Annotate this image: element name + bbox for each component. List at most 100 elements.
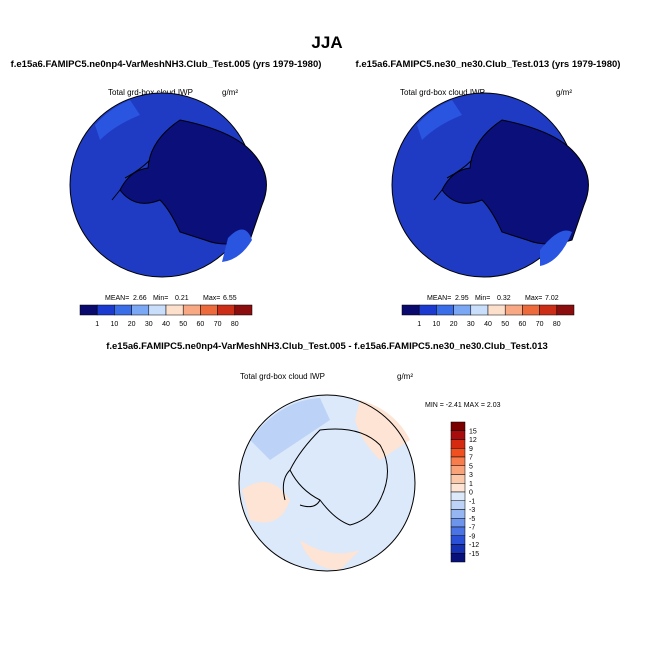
colorbar: 15 12 9 75 3 1 0-1 -3 -5 -7-9 -12 -15 xyxy=(450,421,479,563)
colorbar-label: 40 xyxy=(484,321,492,328)
map xyxy=(391,92,589,278)
colorbar-label: 1 xyxy=(95,321,99,328)
colorbar-box xyxy=(450,456,466,466)
stats: MEAN= 2.66 Min= 0.21 Max= 6.55 xyxy=(105,295,237,302)
panel-title: f.e15a6.FAMIPC5.ne0np4-VarMeshNH3.Club_T… xyxy=(11,59,322,70)
map xyxy=(238,394,416,572)
colorbar-box xyxy=(450,535,466,545)
panel-subtitle: Total grd-box cloud IWP xyxy=(240,372,325,381)
stat-text: 0.21 xyxy=(175,295,189,302)
stat-text: Min= xyxy=(475,295,490,302)
colorbar-box xyxy=(522,304,540,316)
units: g/m² xyxy=(222,88,238,97)
colorbar-label: 20 xyxy=(128,321,136,328)
colorbar-box xyxy=(504,304,523,316)
colorbar-box xyxy=(182,304,201,316)
colorbar-box xyxy=(556,304,575,316)
colorbar-label: 70 xyxy=(536,321,544,328)
colorbar-box xyxy=(450,439,466,449)
colorbar-box xyxy=(453,304,472,316)
stat-text: Min= xyxy=(153,295,168,302)
colorbar-box xyxy=(487,304,506,316)
figure-title: JJA xyxy=(311,33,342,52)
panel-title: f.e15a6.FAMIPC5.ne0np4-VarMeshNH3.Club_T… xyxy=(106,341,548,352)
colorbar-box xyxy=(450,544,466,554)
colorbar-label: 9 xyxy=(469,446,473,453)
stat-text: MEAN= xyxy=(105,295,129,302)
colorbar-label: -7 xyxy=(469,525,475,532)
colorbar-box xyxy=(114,304,132,316)
colorbar-label: 10 xyxy=(433,321,441,328)
stat-text: 2.66 xyxy=(133,295,147,302)
stat-text: 6.55 xyxy=(223,295,237,302)
colorbar-box xyxy=(217,304,236,316)
colorbar-box xyxy=(165,304,184,316)
colorbar-label: 60 xyxy=(197,321,205,328)
colorbar-label: 80 xyxy=(231,321,239,328)
colorbar-label: 15 xyxy=(469,428,477,435)
stat-text: Max= xyxy=(203,295,220,302)
colorbar-box xyxy=(418,304,437,316)
colorbar-label: 30 xyxy=(467,321,475,328)
colorbar-label: 3 xyxy=(469,472,473,479)
units: g/m² xyxy=(556,88,572,97)
colorbar-label: 12 xyxy=(469,437,477,444)
colorbar-box xyxy=(450,430,466,440)
colorbar-box xyxy=(96,304,115,316)
colorbar-box xyxy=(450,553,466,563)
colorbar-label: 1 xyxy=(469,481,473,488)
colorbar-box xyxy=(539,304,558,316)
colorbar-box xyxy=(148,304,167,316)
colorbar-label: 30 xyxy=(145,321,153,328)
colorbar: 1 10 20 30 40 50 60 70 80 xyxy=(401,304,575,328)
colorbar-label: 1 xyxy=(417,321,421,328)
colorbar: 1 10 20 30 40 50 60 70 80 xyxy=(79,304,253,328)
colorbar-label: -3 xyxy=(469,507,475,514)
stat-text: MEAN= xyxy=(427,295,451,302)
colorbar-box xyxy=(450,491,466,501)
units: g/m² xyxy=(397,372,413,381)
colorbar-box xyxy=(450,518,466,528)
colorbar-box xyxy=(131,304,150,316)
colorbar-label: -9 xyxy=(469,533,475,540)
stat-text: Max= xyxy=(525,295,542,302)
colorbar-label: 70 xyxy=(214,321,222,328)
colorbar-label: 0 xyxy=(469,490,473,497)
stats: MEAN= 2.95 Min= 0.32 Max= 7.02 xyxy=(427,295,559,302)
colorbar-box xyxy=(450,526,466,536)
colorbar-box xyxy=(436,304,454,316)
colorbar-label: 50 xyxy=(501,321,509,328)
stat-text: 0.32 xyxy=(497,295,511,302)
colorbar-label: 40 xyxy=(162,321,170,328)
stats: MIN = -2.41 MAX = 2.03 xyxy=(425,402,501,409)
colorbar-label: -12 xyxy=(469,542,479,549)
colorbar-box xyxy=(450,500,466,510)
panel-subtitle: Total grd-box cloud IWP xyxy=(108,88,193,97)
stat-text: 7.02 xyxy=(545,295,559,302)
colorbar-label: -1 xyxy=(469,498,475,505)
colorbar-box xyxy=(79,304,98,316)
colorbar-box xyxy=(450,483,466,493)
colorbar-label: 50 xyxy=(179,321,187,328)
colorbar-box xyxy=(450,421,466,431)
colorbar-label: -5 xyxy=(469,516,475,523)
colorbar-box xyxy=(450,474,466,484)
colorbar-box xyxy=(234,304,253,316)
panel-subtitle: Total grd-box cloud IWP xyxy=(400,88,485,97)
colorbar-label: 7 xyxy=(469,455,473,462)
map xyxy=(69,92,267,278)
colorbar-box xyxy=(450,465,466,475)
colorbar-label: 20 xyxy=(450,321,458,328)
colorbar-label: 10 xyxy=(111,321,119,328)
colorbar-box xyxy=(200,304,218,316)
stat-text: 2.95 xyxy=(455,295,469,302)
colorbar-box xyxy=(470,304,489,316)
colorbar-label: 60 xyxy=(519,321,527,328)
colorbar-box xyxy=(401,304,420,316)
colorbar-label: -15 xyxy=(469,551,479,558)
colorbar-box xyxy=(450,448,466,458)
colorbar-box xyxy=(450,509,466,519)
colorbar-label: 80 xyxy=(553,321,561,328)
panel-title: f.e15a6.FAMIPC5.ne30_ne30.Club_Test.013 … xyxy=(356,59,621,70)
